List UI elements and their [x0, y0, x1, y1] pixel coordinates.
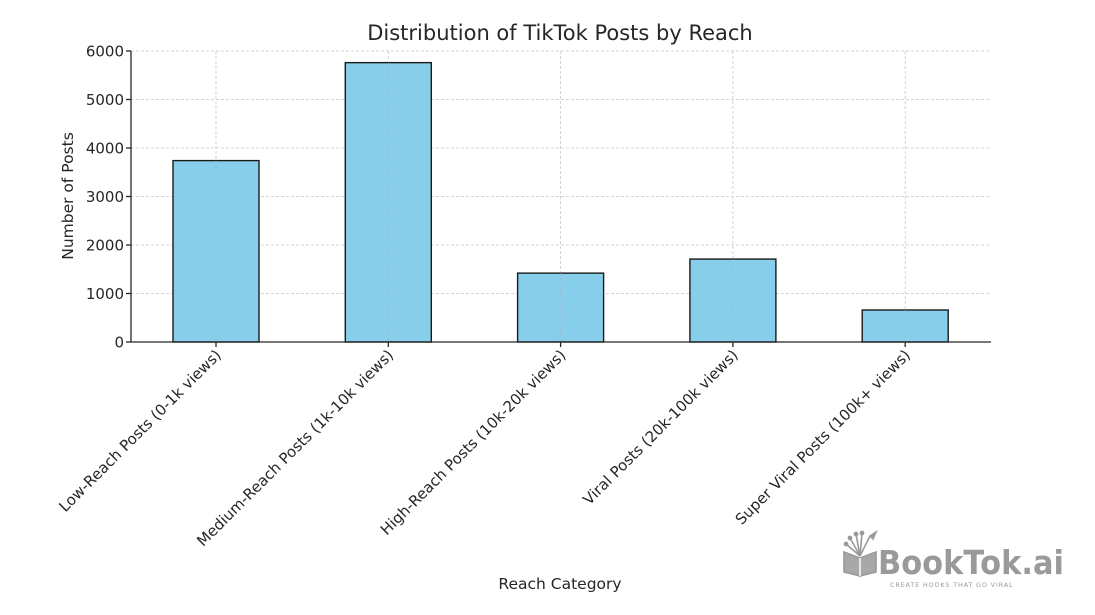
chart-title: Distribution of TikTok Posts by Reach [367, 21, 753, 45]
watermark-brand: BookTok.ai [878, 543, 1064, 582]
y-tick-label: 5000 [86, 91, 124, 109]
booktok-watermark: BookTok.ai CREATE HOOKS THAT GO VIRAL [843, 529, 1064, 589]
y-tick-label: 3000 [86, 188, 124, 206]
x-tick-label: High-Reach Posts (10k-20k views) [377, 346, 570, 539]
watermark-tagline: CREATE HOOKS THAT GO VIRAL [890, 581, 1013, 589]
x-tick-label: Viral Posts (20k-100k views) [579, 346, 741, 508]
bars [172, 61, 949, 343]
y-axis-ticks: 0 1000 2000 3000 4000 5000 6000 [86, 43, 131, 352]
x-tick-label: Medium-Reach Posts (1k-10k views) [193, 346, 397, 550]
x-tick-label: Low-Reach Posts (0-1k views) [55, 346, 224, 515]
x-axis-ticks: Low-Reach Posts (0-1k views)Medium-Reach… [55, 342, 914, 550]
x-axis-label: Reach Category [498, 575, 621, 593]
y-tick-label: 6000 [86, 43, 124, 61]
y-axis-label: Number of Posts [59, 132, 77, 260]
y-tick-label: 4000 [86, 140, 124, 158]
y-tick-label: 2000 [86, 237, 124, 255]
y-tick-label: 1000 [86, 285, 124, 303]
y-tick-label: 0 [114, 334, 124, 352]
x-tick-label: Super Viral Posts (100k+ views) [732, 346, 914, 528]
book-logo-icon [843, 529, 878, 578]
